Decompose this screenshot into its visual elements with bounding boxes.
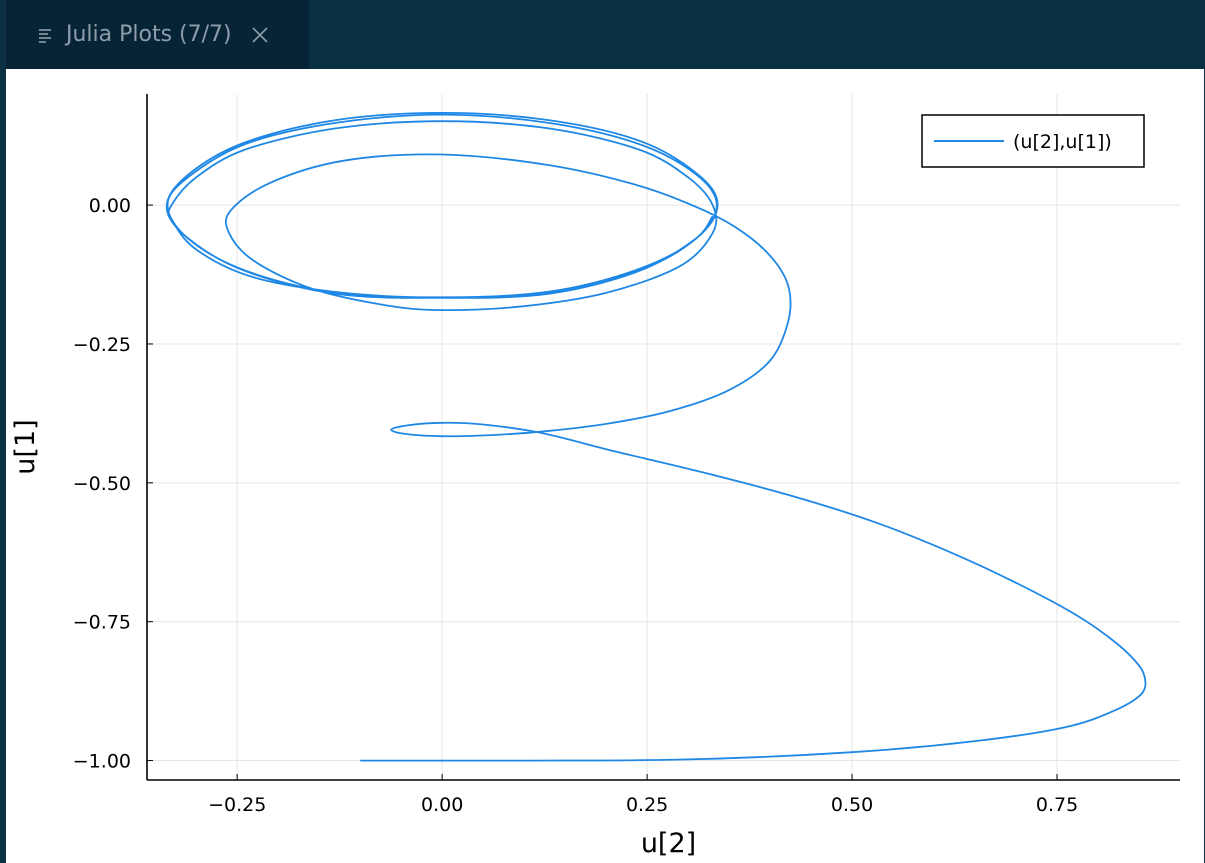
phase-plot: −0.25 0.00 0.25 0.50 0.75 0.00 −0.25 −0.50 −0.7… [10,94,1180,859]
x-tick-label: 0.00 [421,794,463,816]
legend: (u[2],u[1]) [921,114,1145,168]
series-layer [165,112,1147,762]
x-tick-labels: −0.25 0.00 0.25 0.50 0.75 [208,794,1078,816]
y-tick-label: 0.00 [89,195,131,217]
x-tick-label: 0.50 [831,794,873,816]
tab-julia-plots[interactable]: Julia Plots (7/7) [6,0,309,69]
tab-title: Julia Plots (7/7) [66,22,232,47]
x-tick-label: −0.25 [208,794,266,816]
legend-label: (u[2],u[1]) [1013,131,1112,153]
plot-panel: −0.25 0.00 0.25 0.50 0.75 0.00 −0.25 −0.50 −0.7… [6,69,1204,863]
x-axis-label: u[2] [641,828,696,859]
y-tick-label: −0.50 [73,473,131,495]
close-icon[interactable] [250,25,270,45]
axes [146,94,1180,781]
x-tick-label: 0.75 [1036,794,1078,816]
grid-lines [147,94,1180,780]
y-tick-label: −1.00 [73,751,131,773]
y-tick-label: −0.25 [73,334,131,356]
y-tick-label: −0.75 [73,612,131,634]
y-tick-labels: 0.00 −0.25 −0.50 −0.75 −1.00 [73,195,131,772]
y-axis-label: u[1] [10,419,41,474]
list-lines-icon [39,28,51,43]
tab-bar: Julia Plots (7/7) [0,0,1205,69]
series-line [165,112,1147,762]
x-tick-label: 0.25 [626,794,668,816]
